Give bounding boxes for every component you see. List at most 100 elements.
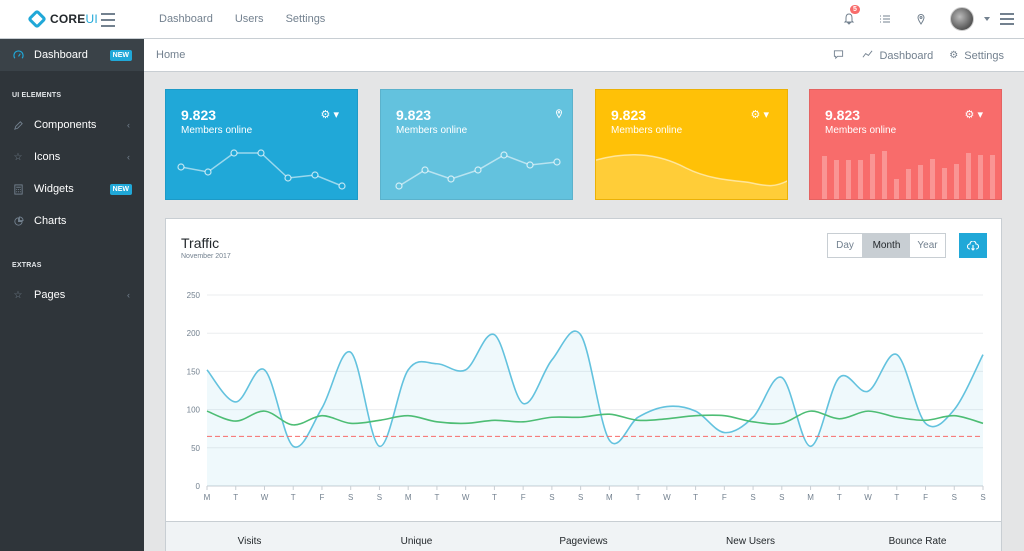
chevron-left-icon: ‹ xyxy=(127,120,130,130)
y-tick-label: 50 xyxy=(191,444,200,453)
x-tick-label: W xyxy=(261,493,269,502)
series-area-1 xyxy=(207,331,983,486)
card-label: Members online xyxy=(181,125,253,136)
x-tick-label: S xyxy=(750,493,755,502)
card-label: Members online xyxy=(611,125,683,136)
nav-dashboard-link[interactable]: Dashboard xyxy=(159,13,213,25)
sidebar-item-label: Charts xyxy=(34,215,67,227)
breadcrumb-home[interactable]: Home xyxy=(156,49,186,61)
x-tick-label: S xyxy=(578,493,583,502)
x-tick-label: S xyxy=(377,493,382,502)
nav-users-link[interactable]: Users xyxy=(234,13,264,25)
pencil-icon xyxy=(12,119,24,131)
location-pin-icon[interactable] xyxy=(914,12,928,26)
sidebar-item-label: Pages xyxy=(34,289,66,301)
sidebar-item-label: Dashboard xyxy=(34,49,88,61)
sidebar-item-charts[interactable]: Charts xyxy=(0,205,144,237)
star-icon: ☆ xyxy=(13,289,23,301)
header-actions: 5 xyxy=(820,0,1014,38)
x-tick-label: M xyxy=(204,493,211,502)
x-tick-label: S xyxy=(348,493,353,502)
card-label: Members online xyxy=(396,125,468,136)
breadcrumb-dashboard-link[interactable]: Dashboard xyxy=(879,49,934,62)
coreui-logo-icon xyxy=(27,9,47,29)
breadcrumb-settings-link[interactable]: Settings xyxy=(964,49,1004,62)
x-tick-label: M xyxy=(606,493,613,502)
x-tick-label: F xyxy=(722,493,727,502)
new-badge: NEW xyxy=(109,183,132,195)
sidebar-item-label: Components xyxy=(34,119,97,131)
x-tick-label: S xyxy=(549,493,554,502)
traffic-panel: Traffic November 2017 Day Month Year 0 50… xyxy=(165,218,1002,551)
pie-chart-icon xyxy=(12,215,24,227)
card-label: Members online xyxy=(825,125,897,136)
notifications-bell-icon[interactable]: 5 xyxy=(842,5,860,26)
sidebar-toggle-button[interactable] xyxy=(101,13,115,31)
x-tick-label: F xyxy=(923,493,928,502)
user-avatar[interactable] xyxy=(950,7,974,31)
breadcrumb: Home Dashboard ⚙ Settings xyxy=(144,39,1024,72)
x-tick-label: M xyxy=(807,493,814,502)
x-tick-label: S xyxy=(980,493,985,502)
x-tick-label: F xyxy=(521,493,526,502)
sidebar-item-pages[interactable]: ☆ Pages ‹ xyxy=(0,279,144,311)
card-value: 9.823 xyxy=(396,107,432,123)
sidebar-section-title: UI ELEMENTS xyxy=(12,92,62,99)
month-button[interactable]: Month xyxy=(863,234,910,257)
chevron-left-icon: ‹ xyxy=(127,152,130,162)
x-tick-label: W xyxy=(864,493,872,502)
period-button-group: Day Month Year xyxy=(827,233,946,258)
nav-settings-link[interactable]: Settings xyxy=(285,13,326,25)
stat-card-1: 9.823 Members online ⚙ ▾ xyxy=(165,89,358,200)
stat-pageviews-label: Pageviews xyxy=(559,536,608,547)
y-tick-label: 150 xyxy=(187,367,201,376)
x-tick-label: S xyxy=(779,493,784,502)
y-tick-label: 100 xyxy=(187,406,201,415)
star-icon: ☆ xyxy=(13,151,23,163)
panel-title: Traffic xyxy=(181,235,220,251)
brand-logo[interactable]: COREUI xyxy=(0,0,145,38)
x-tick-label: T xyxy=(894,493,899,502)
x-tick-label: T xyxy=(693,493,698,502)
panel-subtitle: November 2017 xyxy=(181,253,231,260)
card-2-sparkline xyxy=(395,151,561,190)
sidebar-section-title: EXTRAS xyxy=(12,262,42,269)
stat-new-users-label: New Users xyxy=(726,536,775,547)
x-tick-label: T xyxy=(291,493,296,502)
list-icon[interactable] xyxy=(878,12,892,26)
download-button[interactable] xyxy=(959,233,987,258)
speech-bubble-icon[interactable] xyxy=(833,49,844,63)
gear-icon: ⚙ xyxy=(949,50,959,61)
speedometer-icon xyxy=(12,49,24,61)
x-tick-label: W xyxy=(462,493,470,502)
x-tick-label: S xyxy=(952,493,957,502)
notification-badge: 5 xyxy=(850,5,860,14)
sidebar-item-icons[interactable]: ☆ Icons ‹ xyxy=(0,141,144,173)
x-tick-label: T xyxy=(233,493,238,502)
sidebar-item-widgets[interactable]: Widgets NEW xyxy=(0,173,144,205)
gear-icon[interactable]: ⚙ ▾ xyxy=(750,109,769,121)
new-badge: NEW xyxy=(109,49,132,61)
cloud-download-icon xyxy=(967,240,979,251)
gear-icon[interactable]: ⚙ ▾ xyxy=(320,109,339,121)
stat-card-2: 9.823 Members online xyxy=(380,89,573,200)
y-tick-label: 0 xyxy=(196,482,201,491)
stat-unique-label: Unique xyxy=(400,536,433,547)
chevron-down-icon[interactable] xyxy=(984,17,990,21)
sidebar-item-components[interactable]: Components ‹ xyxy=(0,109,144,141)
x-tick-label: T xyxy=(492,493,497,502)
gear-icon[interactable]: ⚙ ▾ xyxy=(964,109,983,121)
brand-name: COREUI xyxy=(50,12,98,26)
day-button[interactable]: Day xyxy=(828,234,863,257)
stat-card-3: 9.823 Members online ⚙ ▾ xyxy=(595,89,788,200)
x-tick-label: T xyxy=(434,493,439,502)
stat-card-4: 9.823 Members online ⚙ ▾ xyxy=(809,89,1002,200)
graph-icon xyxy=(862,49,873,63)
sidebar-item-dashboard[interactable]: Dashboard NEW xyxy=(0,39,144,71)
traffic-chart: 0 50 100 150 200 250 M T W T F S S M T W T F S S M T W T F S S M T W T… xyxy=(187,291,986,502)
year-button[interactable]: Year xyxy=(917,240,938,251)
app-header: COREUI Dashboard Users Settings 5 xyxy=(0,0,1024,39)
card-value: 9.823 xyxy=(825,107,861,123)
x-tick-label: W xyxy=(663,493,671,502)
aside-menu-toggle-icon[interactable] xyxy=(1000,10,1014,28)
